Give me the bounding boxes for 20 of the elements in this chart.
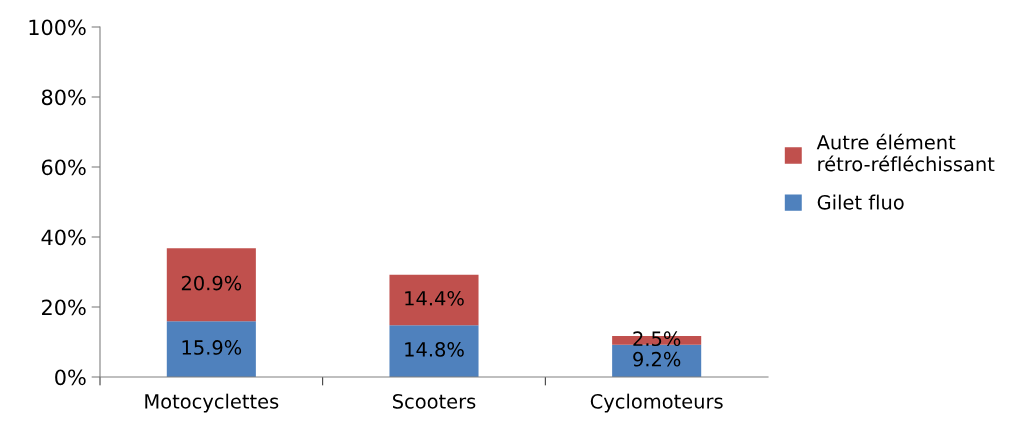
x-tick-label: Motocyclettes — [145, 393, 279, 413]
y-tick-label: 40% — [41, 229, 86, 246]
legend-label: Gilet fluo — [817, 194, 904, 210]
bar — [166, 321, 256, 377]
x-tick-label: Cyclomoteurs — [590, 393, 723, 413]
y-tick-label: 100% — [29, 19, 86, 36]
y-tick-label: 80% — [41, 89, 86, 106]
bar — [389, 274, 479, 326]
data-label: 20.9% — [181, 275, 242, 291]
x-tick-label: Scooters — [393, 394, 476, 409]
bar — [389, 325, 479, 377]
y-tick-label: 60% — [41, 159, 86, 176]
y-tick-label: 20% — [42, 299, 86, 316]
legend-label: Autre élément rétro-réfléchissant — [816, 133, 995, 172]
data-label: 14.4% — [405, 290, 464, 306]
bar — [166, 248, 256, 322]
data-label: 9.2% — [633, 351, 681, 367]
data-label: 14.8% — [405, 342, 464, 357]
y-tick-label: 0% — [55, 369, 86, 386]
data-label: 15.9% — [182, 340, 242, 355]
